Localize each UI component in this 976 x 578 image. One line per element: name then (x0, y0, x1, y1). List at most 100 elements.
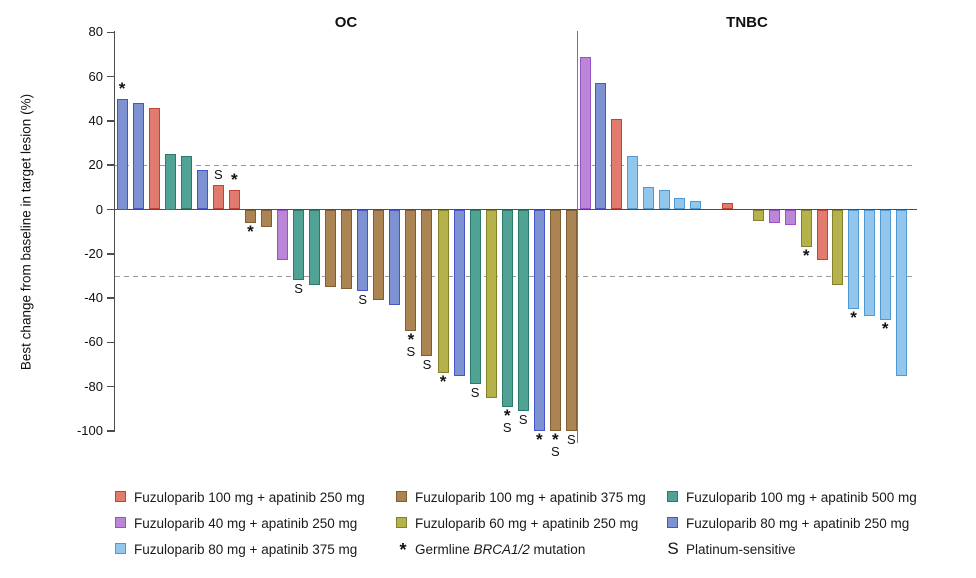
legend-label: Germline BRCA1/2 mutation (415, 542, 586, 557)
bar-tnbc-6 (658, 189, 670, 210)
bar-tnbc-21 (895, 209, 907, 376)
brca-mutation-mark: * (407, 330, 415, 350)
y-axis-line (113, 31, 115, 432)
y-tick-40 (107, 120, 114, 122)
legend-label: Fuzuloparib 100 mg + apatinib 375 mg (415, 490, 646, 505)
reference-line-plus20 (115, 165, 916, 167)
bar-tnbc-2 (595, 83, 607, 210)
legend-label: Fuzuloparib 40 mg + apatinib 250 mg (134, 516, 358, 531)
bar-oc-14 (325, 209, 337, 288)
legend-swatch-icon (396, 491, 407, 502)
bar-tnbc-10 (721, 202, 733, 210)
y-tick-label--80: -80 (84, 378, 103, 394)
y-tick-0 (107, 208, 114, 211)
y-tick-label-60: 60 (88, 68, 103, 84)
bar-oc-2 (132, 103, 144, 210)
legend-swatch-icon (667, 517, 678, 528)
bar-oc-26 (517, 209, 529, 412)
bar-tnbc-14 (784, 209, 796, 225)
brca-mutation-mark: * (247, 221, 254, 241)
brca-mutation-mark: * (439, 372, 447, 392)
bar-oc-23 (469, 209, 481, 385)
y-tick--60 (107, 341, 114, 344)
bar-oc-22 (453, 209, 465, 376)
bar-oc-4 (164, 154, 176, 210)
reference-line-minus30 (115, 275, 916, 277)
legend-swatch-icon (396, 517, 407, 528)
bar-oc-7 (212, 185, 224, 210)
platinum-sensitive-mark: S (518, 412, 528, 428)
bar-tnbc-7 (674, 198, 686, 210)
group-divider (577, 31, 578, 443)
zero-baseline (115, 208, 917, 211)
brca-mutation-mark: * (802, 246, 810, 266)
bar-oc-16 (357, 209, 369, 292)
brca-mutation-mark: * (850, 308, 857, 328)
y-tick--100 (107, 430, 114, 432)
bar-oc-17 (373, 209, 385, 301)
bar-tnbc-17 (832, 209, 844, 285)
platinum-sensitive-mark: S (358, 292, 368, 308)
bar-oc-15 (341, 209, 353, 290)
bar-oc-1 (116, 98, 128, 210)
bar-tnbc-5 (642, 187, 654, 210)
legend-label: Platinum-sensitive (686, 542, 796, 557)
bar-tnbc-20 (879, 209, 891, 321)
y-tick-label--20: -20 (84, 245, 103, 261)
y-tick--20 (107, 253, 114, 255)
platinum-sensitive-mark: S (567, 432, 576, 447)
brca-mutation-mark: * (118, 78, 126, 98)
bar-oc-29 (565, 209, 577, 431)
y-tick-label-20: 20 (88, 157, 103, 173)
bar-oc-13 (309, 209, 321, 285)
bar-oc-27 (533, 209, 545, 431)
group-title-oc: OC (334, 14, 358, 31)
y-axis-label: Best change from baseline in target lesi… (18, 93, 34, 371)
bar-oc-28 (549, 209, 561, 431)
bar-oc-11 (277, 209, 288, 261)
platinum-sensitive-mark: S (422, 356, 432, 372)
bar-tnbc-3 (611, 118, 623, 210)
bar-tnbc-4 (626, 156, 638, 210)
legend-swatch-icon (115, 491, 126, 502)
bar-tnbc-12 (753, 209, 765, 221)
asterisk-symbol-icon: * (399, 540, 407, 560)
bar-oc-20 (421, 209, 433, 356)
platinum-sensitive-mark: S (502, 419, 512, 435)
bar-oc-3 (148, 107, 160, 210)
legend-swatch-icon (115, 517, 126, 528)
platinum-sensitive-mark: S (294, 281, 303, 297)
y-tick-60 (107, 75, 114, 78)
brca-mutation-mark: * (535, 430, 543, 449)
bar-oc-8 (228, 189, 240, 210)
legend-label: Fuzuloparib 100 mg + apatinib 500 mg (686, 490, 917, 505)
bar-oc-5 (180, 156, 192, 210)
y-tick-80 (107, 31, 114, 34)
legend-label: Fuzuloparib 80 mg + apatinib 375 mg (134, 542, 358, 557)
bar-oc-19 (405, 209, 417, 332)
platinum-symbol-icon: S (667, 539, 679, 558)
y-tick-label--60: -60 (84, 334, 103, 350)
brca-mutation-mark: * (552, 430, 559, 449)
legend-label: Fuzuloparib 100 mg + apatinib 250 mg (134, 490, 365, 505)
bar-tnbc-18 (848, 209, 860, 310)
brca-mutation-mark: * (503, 405, 511, 425)
y-tick--40 (107, 297, 114, 299)
bar-oc-10 (260, 209, 272, 228)
bar-tnbc-16 (816, 209, 828, 261)
y-tick-label--40: -40 (84, 290, 103, 306)
y-tick-label-0: 0 (95, 201, 103, 217)
group-title-tnbc: TNBC (726, 14, 768, 31)
bar-tnbc-1 (579, 56, 591, 210)
bar-oc-6 (196, 169, 208, 210)
bar-tnbc-8 (690, 200, 702, 210)
platinum-sensitive-mark: S (406, 344, 416, 360)
platinum-sensitive-mark: S (551, 444, 560, 459)
bar-oc-24 (485, 209, 497, 398)
bar-oc-9 (244, 209, 256, 223)
legend-swatch-icon (667, 491, 678, 502)
y-tick-label-40: 40 (88, 112, 103, 128)
legend-label: Fuzuloparib 60 mg + apatinib 250 mg (415, 516, 639, 531)
brca-mutation-mark: * (231, 169, 238, 189)
